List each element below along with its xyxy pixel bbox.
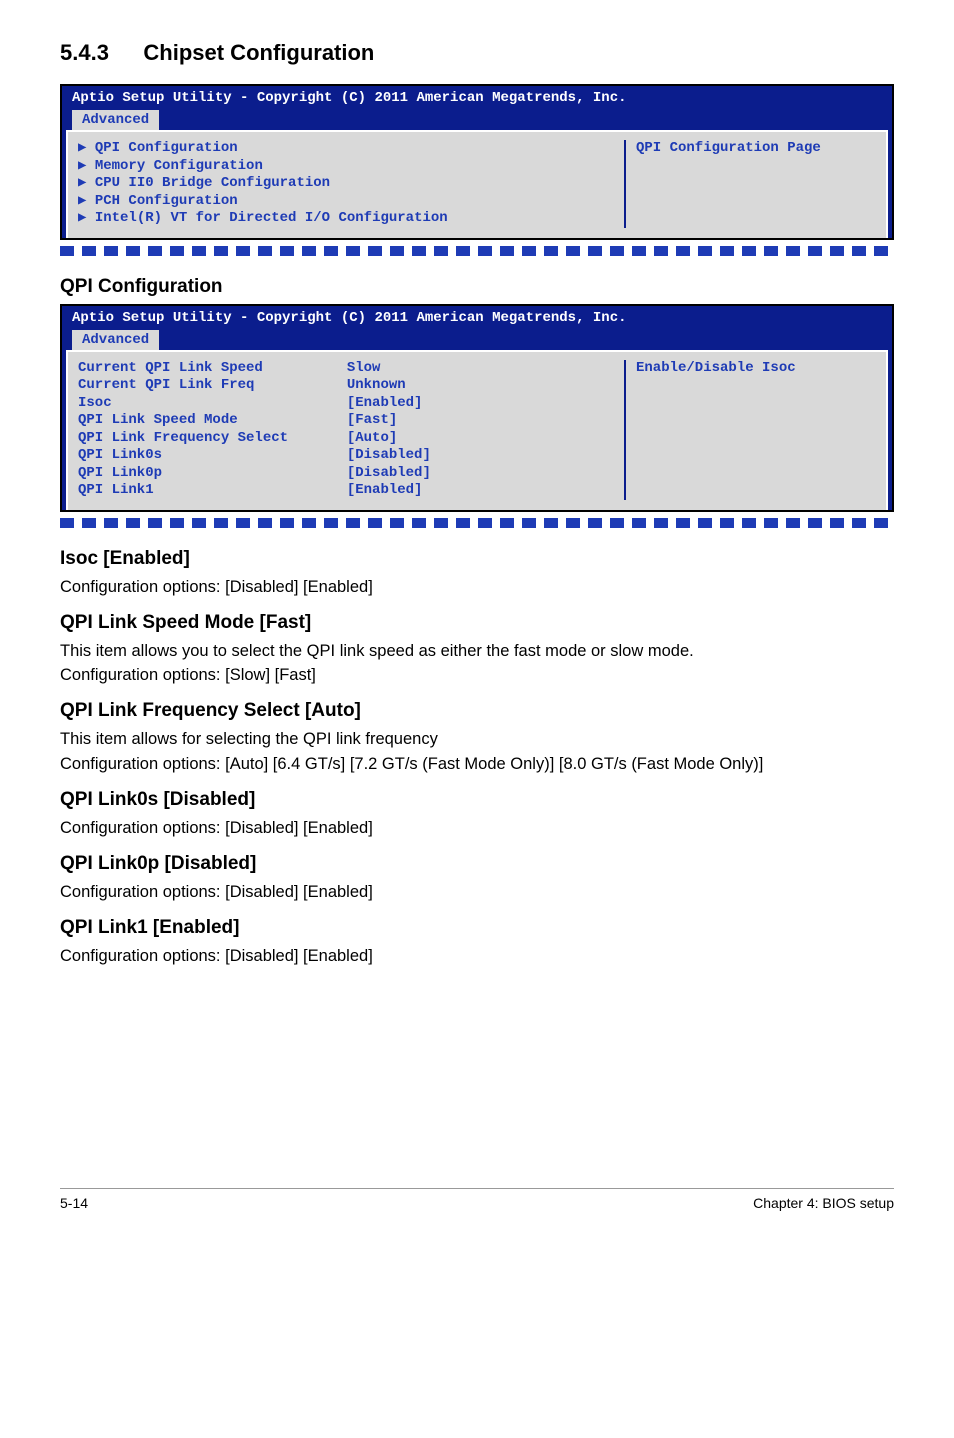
chapter-label: Chapter 4: BIOS setup [753,1195,894,1211]
bios-help-pane: Enable/Disable Isoc [626,360,876,500]
bios-menu-item[interactable]: ▶ QPI Configuration [78,140,614,158]
divider-dashes [60,518,894,528]
subsection-title: QPI Configuration [60,276,894,298]
option-desc: This item allows for selecting the QPI l… [60,728,894,750]
bios-setting-row[interactable]: QPI Link1 [Enabled] [78,482,614,500]
bios-setting-row[interactable]: QPI Link Frequency Select [Auto] [78,430,614,448]
bios-menu-item[interactable]: ▶ CPU II0 Bridge Configuration [78,175,614,193]
page-number: 5-14 [60,1195,88,1211]
option-heading: QPI Link1 [Enabled] [60,917,894,939]
bios-header: Aptio Setup Utility - Copyright (C) 2011… [62,86,892,130]
bios-panel-chipset: Aptio Setup Utility - Copyright (C) 2011… [60,84,894,240]
section-number: 5.4.3 [60,40,109,66]
option-desc: Configuration options: [Disabled] [Enabl… [60,945,894,967]
option-heading: QPI Link Speed Mode [Fast] [60,612,894,634]
bios-help-text: QPI Configuration Page [636,140,876,158]
bios-tab-advanced[interactable]: Advanced [72,110,159,130]
bios-menu-item[interactable]: ▶ PCH Configuration [78,193,614,211]
bios-help-text: Enable/Disable Isoc [636,360,876,378]
option-desc: Configuration options: [Auto] [6.4 GT/s]… [60,753,894,775]
bios-setting-row[interactable]: QPI Link0s [Disabled] [78,447,614,465]
divider-dashes [60,246,894,256]
option-heading: QPI Link Frequency Select [Auto] [60,700,894,722]
bios-help-pane: QPI Configuration Page [626,140,876,228]
page-footer: 5-14 Chapter 4: BIOS setup [60,1188,894,1211]
option-desc: Configuration options: [Slow] [Fast] [60,664,894,686]
option-desc: Configuration options: [Disabled] [Enabl… [60,881,894,903]
bios-header-text: Aptio Setup Utility - Copyright (C) 2011… [72,310,627,326]
bios-menu-item[interactable]: ▶ Memory Configuration [78,158,614,176]
section-title: Chipset Configuration [143,40,374,66]
bios-body: Current QPI Link Speed SlowCurrent QPI L… [66,350,888,510]
section-heading: 5.4.3 Chipset Configuration [60,40,894,66]
option-desc: This item allows you to select the QPI l… [60,640,894,662]
bios-body: ▶ QPI Configuration ▶ Memory Configurati… [66,130,888,238]
option-desc: Configuration options: [Disabled] [Enabl… [60,817,894,839]
option-heading: Isoc [Enabled] [60,548,894,570]
option-desc: Configuration options: [Disabled] [Enabl… [60,576,894,598]
bios-header: Aptio Setup Utility - Copyright (C) 2011… [62,306,892,350]
bios-settings-left: Current QPI Link Speed SlowCurrent QPI L… [78,360,626,500]
bios-menu-left: ▶ QPI Configuration ▶ Memory Configurati… [78,140,626,228]
bios-setting-row: Current QPI Link Speed Slow [78,360,614,378]
bios-menu-item[interactable]: ▶ Intel(R) VT for Directed I/O Configura… [78,210,614,228]
option-heading: QPI Link0s [Disabled] [60,789,894,811]
bios-setting-row: Current QPI Link Freq Unknown [78,377,614,395]
bios-setting-row[interactable]: QPI Link Speed Mode [Fast] [78,412,614,430]
bios-header-text: Aptio Setup Utility - Copyright (C) 2011… [72,90,627,106]
bios-panel-qpi: Aptio Setup Utility - Copyright (C) 2011… [60,304,894,512]
bios-setting-row[interactable]: QPI Link0p [Disabled] [78,465,614,483]
bios-setting-row[interactable]: Isoc [Enabled] [78,395,614,413]
bios-tab-advanced[interactable]: Advanced [72,330,159,350]
option-heading: QPI Link0p [Disabled] [60,853,894,875]
